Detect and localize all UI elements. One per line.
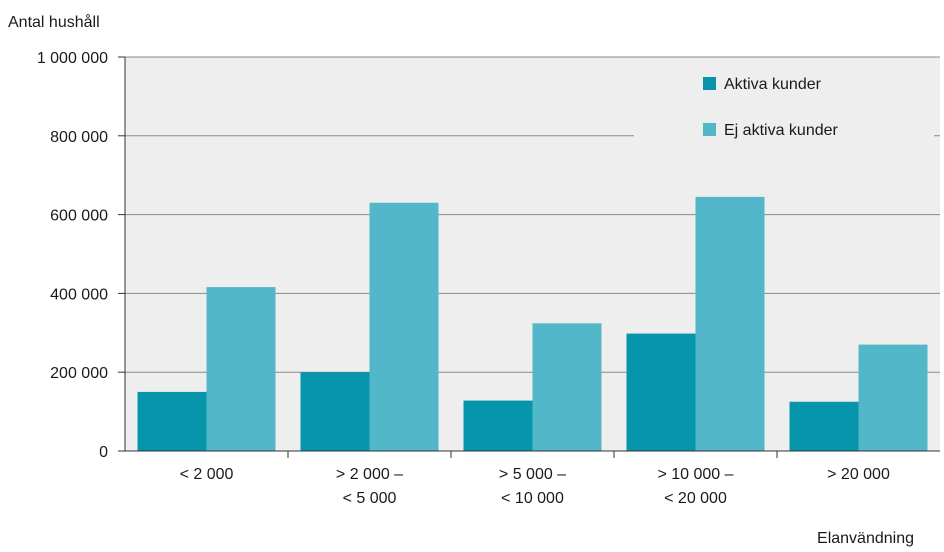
x-tick-label: < 20 000 bbox=[664, 490, 727, 507]
legend-label: Aktiva kunder bbox=[724, 76, 822, 93]
legend-swatch bbox=[703, 77, 716, 90]
x-tick-label: < 2 000 bbox=[180, 466, 234, 483]
legend-label: Ej aktiva kunder bbox=[724, 122, 839, 139]
axes bbox=[118, 56, 940, 458]
x-tick-label: < 10 000 bbox=[501, 490, 564, 507]
bar bbox=[789, 401, 859, 451]
bar bbox=[532, 323, 602, 451]
y-tick-label: 1 000 000 bbox=[37, 50, 108, 67]
x-tick-label: > 2 000 – bbox=[336, 466, 403, 483]
bar bbox=[626, 333, 696, 451]
y-tick-label: 200 000 bbox=[50, 365, 108, 382]
bars bbox=[137, 196, 928, 451]
y-tick-label: 800 000 bbox=[50, 129, 108, 146]
y-tick-label: 400 000 bbox=[50, 286, 108, 303]
bar bbox=[369, 202, 439, 451]
legend-swatch bbox=[703, 123, 716, 136]
bar bbox=[858, 344, 928, 451]
x-axis-title: Elanvändning bbox=[817, 530, 914, 547]
x-tick-labels: < 2 000 > 2 000 – < 5 000 > 5 000 – < 10 000… bbox=[180, 466, 890, 507]
bar bbox=[695, 196, 765, 451]
y-tick-label: 600 000 bbox=[50, 208, 108, 225]
y-axis-title: Antal hushåll bbox=[8, 14, 100, 31]
legend: Aktiva kunder Ej aktiva kunder bbox=[703, 76, 839, 139]
y-tick-label: 0 bbox=[99, 444, 108, 461]
x-tick-label: > 20 000 bbox=[827, 466, 890, 483]
legend-background bbox=[634, 62, 934, 157]
bar bbox=[463, 400, 533, 451]
y-tick-labels: 0 200 000 400 000 600 000 800 000 1 000 000 bbox=[37, 50, 108, 461]
bar bbox=[137, 391, 207, 451]
bar bbox=[300, 372, 370, 451]
bar bbox=[206, 287, 276, 451]
x-tick-label: < 5 000 bbox=[343, 490, 397, 507]
x-tick-label: > 5 000 – bbox=[499, 466, 566, 483]
x-tick-label: > 10 000 – bbox=[657, 466, 733, 483]
